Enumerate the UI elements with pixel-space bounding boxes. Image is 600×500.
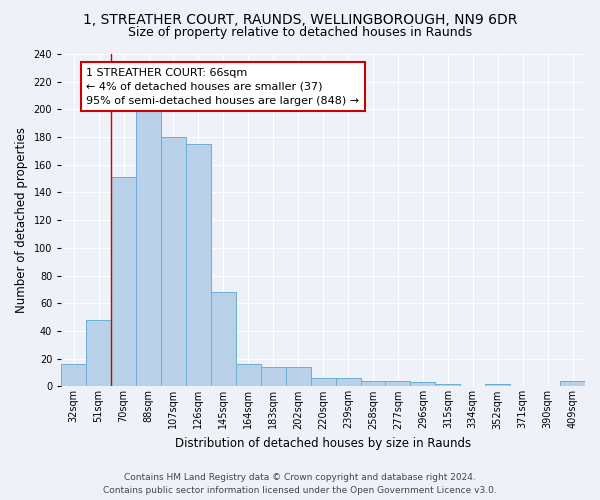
Bar <box>61 364 86 386</box>
Bar <box>136 108 161 386</box>
Bar <box>86 320 111 386</box>
Bar <box>361 381 385 386</box>
Bar <box>311 378 335 386</box>
Bar <box>385 381 410 386</box>
Bar <box>485 384 510 386</box>
Bar <box>286 367 311 386</box>
Bar <box>410 382 436 386</box>
X-axis label: Distribution of detached houses by size in Raunds: Distribution of detached houses by size … <box>175 437 471 450</box>
Y-axis label: Number of detached properties: Number of detached properties <box>15 127 28 313</box>
Bar <box>335 378 361 386</box>
Bar <box>211 292 236 386</box>
Text: 1 STREATHER COURT: 66sqm
← 4% of detached houses are smaller (37)
95% of semi-de: 1 STREATHER COURT: 66sqm ← 4% of detache… <box>86 68 359 106</box>
Bar <box>186 144 211 386</box>
Text: 1, STREATHER COURT, RAUNDS, WELLINGBOROUGH, NN9 6DR: 1, STREATHER COURT, RAUNDS, WELLINGBOROU… <box>83 12 517 26</box>
Bar <box>111 178 136 386</box>
Bar <box>261 367 286 386</box>
Bar <box>436 384 460 386</box>
Bar <box>161 137 186 386</box>
Text: Size of property relative to detached houses in Raunds: Size of property relative to detached ho… <box>128 26 472 39</box>
Bar <box>560 381 585 386</box>
Text: Contains HM Land Registry data © Crown copyright and database right 2024.
Contai: Contains HM Land Registry data © Crown c… <box>103 474 497 495</box>
Bar <box>236 364 261 386</box>
